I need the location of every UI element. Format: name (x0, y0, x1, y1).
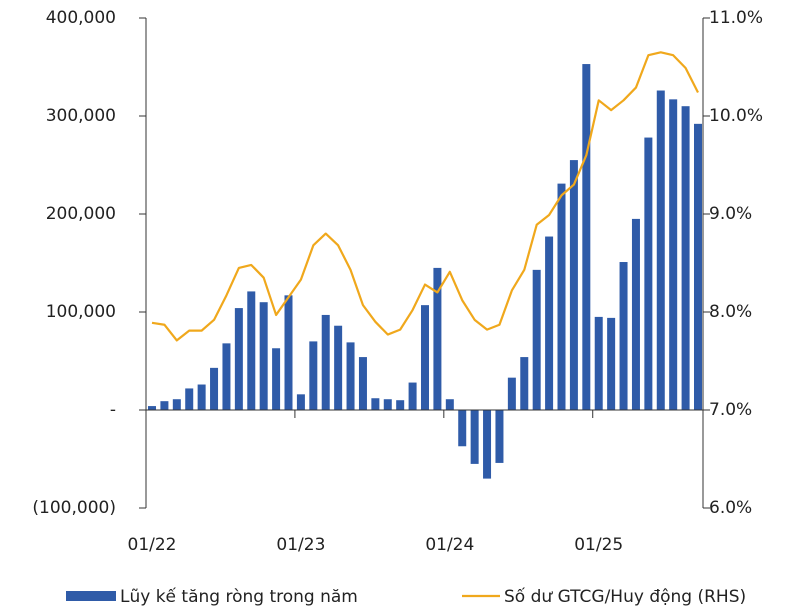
bar (185, 388, 194, 410)
bar (582, 64, 591, 410)
y2-tick-label: 8.0% (709, 302, 752, 322)
y2-tick-label: 7.0% (709, 400, 752, 420)
bar (421, 305, 429, 410)
bar (222, 343, 231, 410)
bar (234, 308, 243, 410)
bar (433, 267, 442, 410)
bar (569, 160, 578, 410)
bar (334, 325, 343, 410)
bar (210, 367, 219, 410)
bar (495, 410, 504, 463)
x-tick-label: 01/24 (425, 535, 474, 555)
legend-label: Số dư GTCG/Huy động (RHS) (504, 586, 746, 607)
bar (172, 399, 181, 410)
bar (160, 401, 169, 410)
bar (483, 410, 492, 479)
bar (619, 262, 628, 410)
x-tick-label: 01/25 (574, 535, 623, 555)
bar (470, 410, 479, 464)
y-tick-label: 200,000 (46, 204, 116, 224)
y2-tick-label: 6.0% (709, 498, 752, 518)
bar (557, 183, 566, 410)
bar (259, 302, 268, 410)
legend-swatch (66, 591, 116, 601)
bar (148, 406, 156, 410)
bar (396, 400, 405, 410)
y-tick-label: 100,000 (46, 302, 116, 322)
bar (545, 236, 554, 410)
bar (681, 106, 690, 410)
y-tick-label: - (110, 400, 116, 420)
bar (631, 218, 640, 410)
bar (594, 316, 603, 410)
y2-tick-label: 11.0% (709, 8, 763, 28)
legend-label: Lũy kế tăng ròng trong năm (120, 586, 358, 607)
x-tick-label: 01/23 (276, 535, 325, 555)
bar (507, 377, 516, 410)
bar (656, 90, 665, 411)
y-tick-label: 400,000 (46, 8, 116, 28)
bar (445, 399, 454, 410)
bar (296, 394, 305, 410)
bar (458, 410, 467, 447)
bar (644, 137, 653, 410)
bar (247, 291, 256, 410)
y2-tick-label: 10.0% (709, 106, 763, 126)
bar (607, 317, 616, 410)
x-tick-label: 01/22 (128, 535, 177, 555)
bar (284, 295, 293, 410)
bar (309, 341, 318, 410)
y2-tick-label: 9.0% (709, 204, 752, 224)
bar (321, 314, 330, 410)
bar (346, 342, 355, 410)
line (151, 51, 699, 342)
y-tick-label: (100,000) (32, 498, 116, 518)
bar (532, 269, 541, 410)
bar (272, 348, 281, 410)
bar (694, 123, 702, 410)
bar (358, 357, 367, 410)
bar (383, 399, 392, 410)
y-tick-label: 300,000 (46, 106, 116, 126)
bar (371, 398, 380, 410)
bar (408, 382, 417, 410)
bar (520, 357, 529, 410)
bar (669, 99, 678, 410)
bar (197, 384, 206, 410)
